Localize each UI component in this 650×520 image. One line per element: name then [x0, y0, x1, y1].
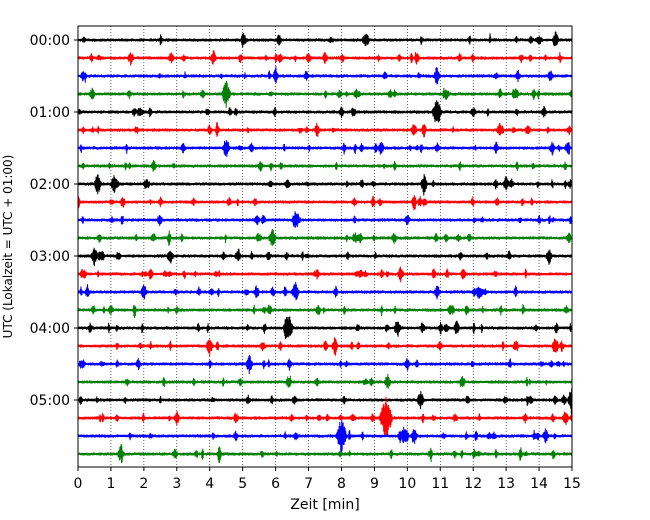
- x-tick-label: 9: [370, 476, 379, 492]
- y-axis-ticks: 00:00 01:00 02:00 03:00 04:00 05:00: [30, 33, 78, 409]
- x-tick-label: 1: [106, 476, 115, 492]
- x-tick-label: 2: [139, 476, 148, 492]
- trace-row-1: [77, 50, 573, 66]
- x-tick-label: 11: [431, 476, 449, 492]
- x-tick-label: 12: [464, 476, 482, 492]
- trace-row-2: [77, 66, 573, 85]
- y-tick-label: 05:00: [30, 393, 70, 409]
- trace-row-9: [77, 194, 573, 211]
- x-tick-label: 13: [497, 476, 515, 492]
- trace-row-17: [77, 337, 573, 357]
- x-tick-label: 6: [271, 476, 280, 492]
- trace-row-5: [77, 122, 573, 138]
- trace-row-19: [77, 374, 573, 389]
- y-tick-label: 02:00: [30, 177, 70, 193]
- y-tick-label: 00:00: [30, 33, 70, 49]
- y-axis-label: UTC (Lokalzeit = UTC + 01:00): [1, 155, 15, 339]
- trace-row-16: [77, 316, 573, 339]
- x-tick-label: 3: [172, 476, 181, 492]
- trace-row-10: [77, 211, 573, 228]
- trace-row-13: [77, 266, 573, 283]
- x-tick-label: 5: [238, 476, 247, 492]
- trace-row-14: [77, 281, 573, 301]
- x-tick-label: 14: [530, 476, 548, 492]
- trace-row-18: [77, 354, 573, 375]
- trace-row-0: [77, 31, 573, 48]
- trace-row-21: [77, 396, 573, 437]
- trace-lines: [77, 31, 573, 464]
- y-tick-label: 04:00: [30, 321, 70, 337]
- y-tick-label: 01:00: [30, 105, 70, 121]
- trace-row-23: [77, 443, 573, 464]
- trace-row-4: [77, 100, 573, 123]
- trace-row-15: [77, 304, 573, 319]
- trace-row-20: [77, 388, 573, 414]
- x-tick-label: 10: [398, 476, 416, 492]
- trace-row-6: [77, 140, 573, 157]
- trace-row-11: [77, 229, 573, 247]
- trace-row-22: [77, 419, 573, 453]
- x-tick-label: 8: [337, 476, 346, 492]
- trace-row-3: [77, 81, 573, 108]
- x-tick-label: 0: [74, 476, 83, 492]
- plot-frame: [77, 25, 573, 468]
- y-tick-label: 03:00: [30, 249, 70, 265]
- x-axis-ticks: 0 1 2 3 4 5 6 7 8 9 10 11 12 13 14 15: [74, 467, 581, 492]
- trace-row-12: [77, 247, 573, 266]
- trace-row-8: [77, 173, 573, 196]
- x-axis-label: Zeit [min]: [290, 497, 359, 513]
- x-tick-label: 4: [205, 476, 214, 492]
- x-tick-label: 15: [563, 476, 581, 492]
- x-tick-label: 7: [304, 476, 313, 492]
- trace-row-7: [77, 159, 573, 172]
